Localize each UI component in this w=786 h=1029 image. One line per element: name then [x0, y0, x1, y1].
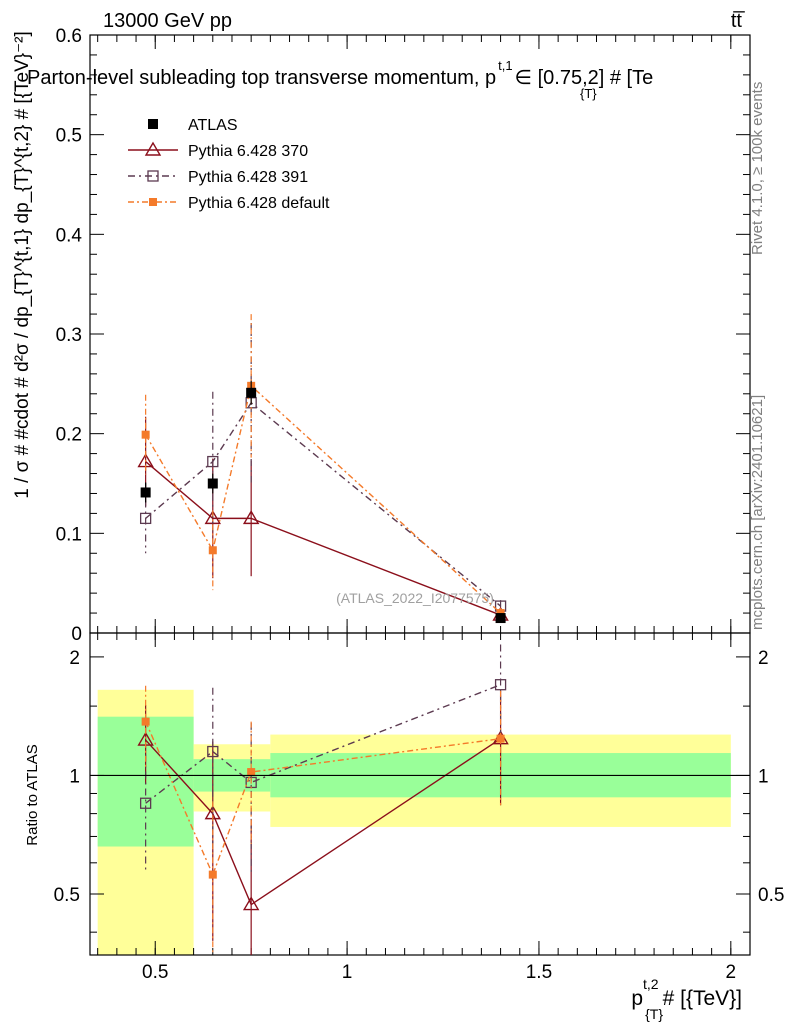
main-point-data-3: [495, 613, 506, 624]
legend-label-data: ATLAS: [188, 117, 238, 134]
x-axis-label: p{T} t,2# [{TeV}]: [631, 976, 742, 1022]
ratio-plot-frame: [89, 632, 751, 956]
ratio-point-p391-0: [139, 797, 152, 809]
legend-label-p370: Pythia 6.428 370: [188, 143, 308, 160]
legend-item-pdef: Pythia 6.428 default: [128, 195, 330, 212]
ratio-y-tick-label-right-0: 0.5: [758, 885, 784, 906]
ratio-uncertainty-bands: [97, 689, 731, 955]
main-series-group: [137, 314, 509, 624]
main-point-p391-1: [207, 455, 219, 468]
chart-title-tail: ∈ [0.75,2] # [Te: [515, 67, 654, 89]
mcplots-label: mcplots.cern.ch [arXiv:2401.10621]: [749, 395, 766, 630]
x-tick-label-3: 2: [726, 962, 737, 983]
legend-item-data: ATLAS: [148, 117, 238, 134]
ratio-y-tick-label-left-1: 1: [69, 766, 80, 787]
axis-ticks: [90, 34, 750, 955]
ratio-line-pdef: [144, 721, 501, 877]
rivet-label: Rivet 4.1.0, ≥ 100k events: [749, 82, 766, 255]
legend-item-p391: Pythia 6.428 391: [128, 169, 308, 186]
x-tick-label-1: 1: [342, 962, 353, 983]
legend-item-p370: Pythia 6.428 370: [128, 141, 308, 160]
ratio-y-tick-label-left-0: 0.5: [54, 885, 80, 906]
y-tick-label-0: 0: [71, 624, 82, 645]
ratio-point-p391-3: [494, 679, 507, 691]
ratio-point-pdef-3: [496, 734, 505, 743]
ratio-point-pdef-1: [208, 870, 217, 879]
axis-tick-labels: 0.5 1 1.5 2 0 0.1 0.2 0.3 0.4 0.5 0.6 0.5 0.5 1 1 2 2: [54, 26, 785, 983]
y-tick-label-3: 0.3: [56, 325, 82, 346]
main-point-pdef-1: [208, 546, 217, 555]
main-point-pdef-0: [141, 430, 150, 439]
ratio-line-p391: [145, 684, 501, 804]
y-tick-label-1: 0.1: [56, 524, 82, 545]
legend-marker-p370: [144, 141, 162, 156]
y-tick-label-2: 0.2: [56, 425, 82, 446]
x-tick-label-2: 1.5: [526, 962, 552, 983]
chart-title-text: Parton-level subleading top transverse m…: [27, 67, 496, 89]
process-label: tt̅: [731, 10, 745, 32]
main-line-p370: [145, 461, 501, 616]
ratio-point-pdef-0: [141, 717, 150, 726]
y-tick-label-6: 0.6: [56, 26, 82, 47]
ratio-y-axis-label: Ratio to ATLAS: [24, 744, 41, 845]
legend-marker-pdef: [149, 198, 157, 206]
ratio-line-p370: [145, 738, 501, 906]
x-axis-label-tail: # [{TeV}]: [663, 987, 742, 1010]
main-series-p391: [139, 323, 507, 613]
main-point-p391-0: [139, 512, 152, 525]
legend: ATLAS Pythia 6.428 370 Pythia 6.428 391 Pyt…: [128, 117, 330, 212]
ratio-point-p391-1: [207, 745, 219, 758]
y-axis-label: 1 / σ # #cdot # d²σ / dp_{T}^{t,1} dp_{T…: [12, 31, 33, 499]
chart-title-sup: t,1: [498, 58, 512, 73]
y-tick-label-5: 0.5: [56, 126, 82, 147]
x-axis-label-sup: t,2: [643, 976, 659, 992]
main-series-pdef: [141, 314, 505, 619]
y-tick-label-4: 0.4: [56, 225, 83, 246]
legend-label-p391: Pythia 6.428 391: [188, 169, 308, 186]
chart-title: Parton-level subleading top transverse m…: [27, 58, 653, 89]
x-axis-label-sub: {T}: [645, 1006, 663, 1022]
x-axis-label-main: p: [631, 987, 643, 1010]
legend-marker-p391: [147, 170, 159, 182]
main-line-pdef: [145, 384, 502, 614]
analysis-watermark: (ATLAS_2022_I2077575): [336, 590, 494, 606]
ratio-point-p370-2: [242, 896, 260, 911]
energy-label: 13000 GeV pp: [103, 10, 232, 32]
main-point-data-1: [207, 478, 218, 489]
ratio-series-group: [137, 644, 509, 955]
legend-marker-data: [148, 119, 158, 129]
chart-title-sub: {T}: [580, 86, 597, 101]
main-point-data-2: [246, 387, 257, 398]
ratio-y-tick-label-right-1: 1: [758, 766, 769, 787]
main-point-p370-2: [242, 509, 260, 525]
legend-label-pdef: Pythia 6.428 default: [188, 195, 330, 212]
ratio-y-tick-label-right-2: 2: [758, 648, 769, 669]
ratio-series-pdef: [141, 685, 505, 955]
ratio-point-pdef-2: [247, 768, 256, 777]
main-series-data: [140, 380, 506, 624]
x-tick-label-0: 0.5: [142, 962, 168, 983]
main-point-data-0: [140, 487, 151, 498]
ratio-y-tick-label-left-2: 2: [69, 648, 80, 669]
main-line-p391: [145, 401, 502, 607]
